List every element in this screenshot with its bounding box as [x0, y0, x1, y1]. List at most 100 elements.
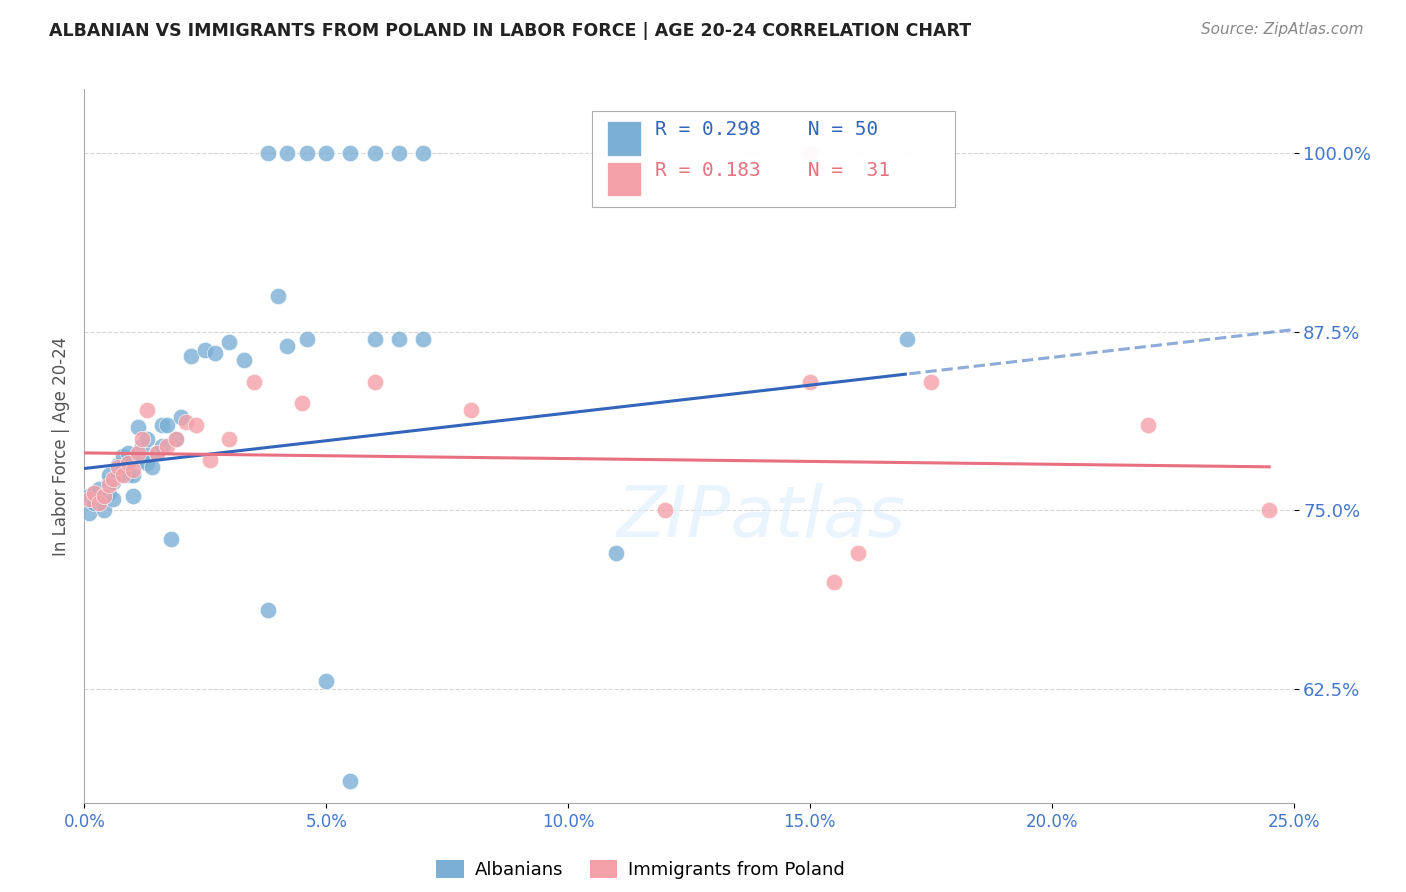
Point [117, 446, 139, 460]
Point [823, 574, 845, 589]
Point [291, 396, 314, 410]
FancyBboxPatch shape [607, 121, 641, 155]
Point [233, 353, 256, 368]
Point [605, 546, 627, 560]
Point [87, 491, 110, 506]
Point [846, 546, 869, 560]
Point [83, 486, 105, 500]
Point [107, 460, 129, 475]
Point [112, 449, 135, 463]
Point [460, 403, 482, 417]
Point [131, 453, 153, 467]
Point [97, 475, 120, 489]
Point [218, 432, 240, 446]
Point [896, 332, 918, 346]
Point [388, 146, 411, 161]
Point [87, 496, 110, 510]
Point [97, 467, 120, 482]
Point [257, 603, 280, 617]
Point [93, 489, 115, 503]
Point [112, 460, 135, 475]
Point [146, 446, 169, 460]
Point [93, 503, 115, 517]
Point [363, 375, 385, 389]
Point [77, 506, 100, 520]
Point [103, 472, 125, 486]
Point [920, 375, 942, 389]
Point [117, 467, 139, 482]
Point [218, 334, 240, 349]
FancyBboxPatch shape [592, 111, 955, 207]
Point [654, 503, 676, 517]
Point [136, 432, 159, 446]
Point [87, 482, 110, 496]
Point [1137, 417, 1160, 432]
Point [276, 146, 298, 161]
Point [204, 346, 226, 360]
Point [799, 146, 821, 161]
Text: Source: ZipAtlas.com: Source: ZipAtlas.com [1201, 22, 1364, 37]
Point [295, 332, 318, 346]
Point [131, 439, 153, 453]
Point [267, 289, 290, 303]
Point [276, 339, 298, 353]
Point [136, 456, 159, 470]
Text: ZIPatlas: ZIPatlas [617, 483, 905, 552]
Point [150, 417, 173, 432]
Point [121, 489, 143, 503]
Point [131, 432, 153, 446]
Point [141, 460, 163, 475]
Point [388, 332, 411, 346]
Point [117, 456, 139, 470]
Point [160, 532, 183, 546]
Point [799, 375, 821, 389]
Point [155, 439, 177, 453]
Point [174, 415, 197, 429]
Point [121, 463, 143, 477]
Point [77, 489, 100, 503]
Point [165, 432, 187, 446]
Point [315, 146, 337, 161]
Point [150, 439, 173, 453]
Point [103, 475, 125, 489]
Point [295, 146, 318, 161]
Point [412, 332, 434, 346]
Point [155, 417, 177, 432]
Point [136, 403, 159, 417]
Point [363, 332, 385, 346]
Text: ALBANIAN VS IMMIGRANTS FROM POLAND IN LABOR FORCE | AGE 20-24 CORRELATION CHART: ALBANIAN VS IMMIGRANTS FROM POLAND IN LA… [49, 22, 972, 40]
Text: R = 0.183    N =  31: R = 0.183 N = 31 [655, 161, 890, 180]
Point [83, 486, 105, 500]
Point [363, 146, 385, 161]
Point [97, 477, 120, 491]
FancyBboxPatch shape [607, 162, 641, 196]
Point [1258, 503, 1281, 517]
Point [83, 496, 105, 510]
Point [180, 349, 202, 363]
Point [198, 453, 221, 467]
Point [127, 420, 149, 434]
Point [103, 491, 125, 506]
Y-axis label: In Labor Force | Age 20-24: In Labor Force | Age 20-24 [52, 336, 70, 556]
Point [77, 491, 100, 506]
Point [242, 375, 264, 389]
Point [146, 446, 169, 460]
Point [315, 674, 337, 689]
Point [339, 146, 361, 161]
Point [339, 774, 361, 789]
Point [412, 146, 434, 161]
Point [127, 446, 149, 460]
Point [165, 432, 187, 446]
Point [93, 489, 115, 503]
Text: R = 0.298    N = 50: R = 0.298 N = 50 [655, 120, 879, 139]
Point [97, 486, 120, 500]
Point [194, 343, 217, 358]
Point [184, 417, 207, 432]
Point [112, 467, 135, 482]
Point [107, 467, 129, 482]
Point [170, 410, 193, 425]
Point [107, 458, 129, 472]
Legend: Albanians, Immigrants from Poland: Albanians, Immigrants from Poland [429, 853, 852, 887]
Point [257, 146, 280, 161]
Point [121, 467, 143, 482]
